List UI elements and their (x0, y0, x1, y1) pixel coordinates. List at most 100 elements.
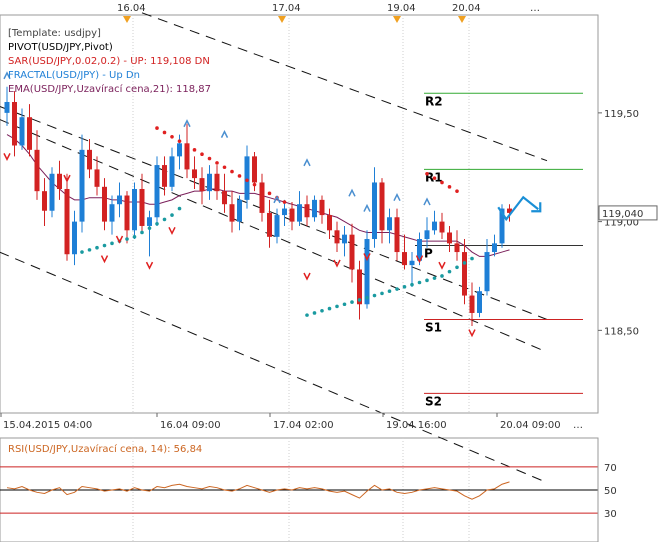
candle (57, 160, 62, 200)
candle-body (109, 204, 115, 222)
sar-dot (147, 226, 152, 230)
date-marker-icon (393, 16, 401, 23)
fractal-up-marker (3, 71, 11, 80)
legend-template: [Template: usdjpy] (8, 28, 101, 39)
sar-dot (432, 276, 437, 280)
candle-body (102, 186, 107, 222)
candle-body (282, 208, 287, 216)
candle (304, 195, 310, 226)
sar-dot (365, 295, 369, 300)
candle (394, 208, 400, 261)
sar-dot (410, 282, 414, 287)
candle (334, 221, 340, 253)
candle-body (319, 199, 325, 216)
sar-dot (80, 250, 84, 254)
candle-body (402, 252, 407, 266)
candle (462, 239, 467, 305)
sar-dot (425, 278, 429, 283)
candle (162, 156, 167, 196)
candle-body (349, 234, 355, 270)
fractal-down-marker (363, 253, 371, 262)
candle-body (394, 217, 400, 253)
legend-pivot: PIVOT(USD/JPY,Pivot) (8, 42, 113, 53)
candle-body (447, 232, 452, 244)
sar-dot (440, 180, 444, 185)
fractal-down-marker (100, 255, 109, 264)
sar-dot (140, 230, 144, 235)
candle-body (139, 188, 145, 226)
candle (409, 252, 415, 287)
candle-body (379, 182, 385, 231)
candle (259, 173, 265, 222)
candle (244, 145, 250, 209)
price-tick-label: 118,50 (604, 326, 639, 337)
top-date-label: 17.04 (272, 3, 301, 14)
sar-dot (305, 313, 309, 317)
candle-body (499, 208, 505, 244)
candle (42, 178, 47, 226)
candle-body (342, 234, 347, 244)
candle-body (64, 188, 70, 255)
sar-dot (357, 298, 362, 302)
sar-dot (170, 213, 174, 217)
date-marker-icon (278, 16, 286, 23)
sar-dot (155, 221, 159, 226)
sar-dot (447, 269, 452, 274)
fractal-up-marker (303, 158, 311, 167)
candle (4, 86, 10, 126)
candle-body (154, 165, 160, 218)
candle (34, 130, 40, 200)
candle-body (409, 260, 415, 266)
candle (484, 239, 490, 296)
candle-body (4, 101, 10, 113)
candle-body (259, 182, 265, 213)
sar-dot (372, 293, 377, 298)
fractal-up-marker (348, 188, 356, 197)
candle (19, 108, 25, 150)
sar-dot (432, 176, 437, 180)
fractal-up-marker (363, 203, 371, 212)
rsi-tick-label: 50 (604, 486, 617, 497)
candle (417, 232, 422, 266)
candle-body (199, 178, 205, 192)
candle-body (49, 173, 55, 211)
candle-body (387, 217, 392, 231)
sar-dot (320, 308, 324, 313)
candle (492, 234, 497, 257)
candle-body (19, 117, 25, 146)
candle-body (27, 117, 32, 150)
candle (342, 225, 347, 257)
candle-body (484, 252, 490, 292)
legend-sar: SAR(USD/JPY,0.02,0.2) - UP: 119,108 DN (8, 56, 210, 67)
sar-dot (260, 187, 264, 191)
sar-dot (222, 165, 227, 170)
candle-body (327, 215, 332, 231)
sar-dot (342, 302, 347, 307)
candle (214, 165, 220, 200)
sar-dot (252, 182, 257, 187)
candle (79, 134, 85, 233)
candle (297, 191, 302, 226)
candle (237, 195, 242, 231)
candle (169, 147, 175, 192)
candle (192, 156, 197, 189)
candle-body (334, 230, 340, 244)
candle (27, 104, 32, 157)
candle (72, 210, 77, 266)
ema-line (6, 134, 510, 257)
sar-dot (95, 245, 99, 250)
sar-dot (455, 189, 459, 193)
sar-dot (200, 152, 204, 156)
candle-body (87, 149, 92, 170)
fractal-down-marker (333, 259, 341, 268)
sar-dot (237, 174, 242, 178)
candle (454, 230, 460, 261)
candle (424, 217, 430, 248)
time-tick-label: 20.04 09:00 (500, 420, 561, 431)
fractal-down-marker (145, 261, 154, 270)
sar-dot (395, 287, 399, 291)
fractal-down-marker (63, 174, 71, 183)
candle-body (492, 243, 497, 253)
time-ellipsis: … (573, 420, 583, 431)
